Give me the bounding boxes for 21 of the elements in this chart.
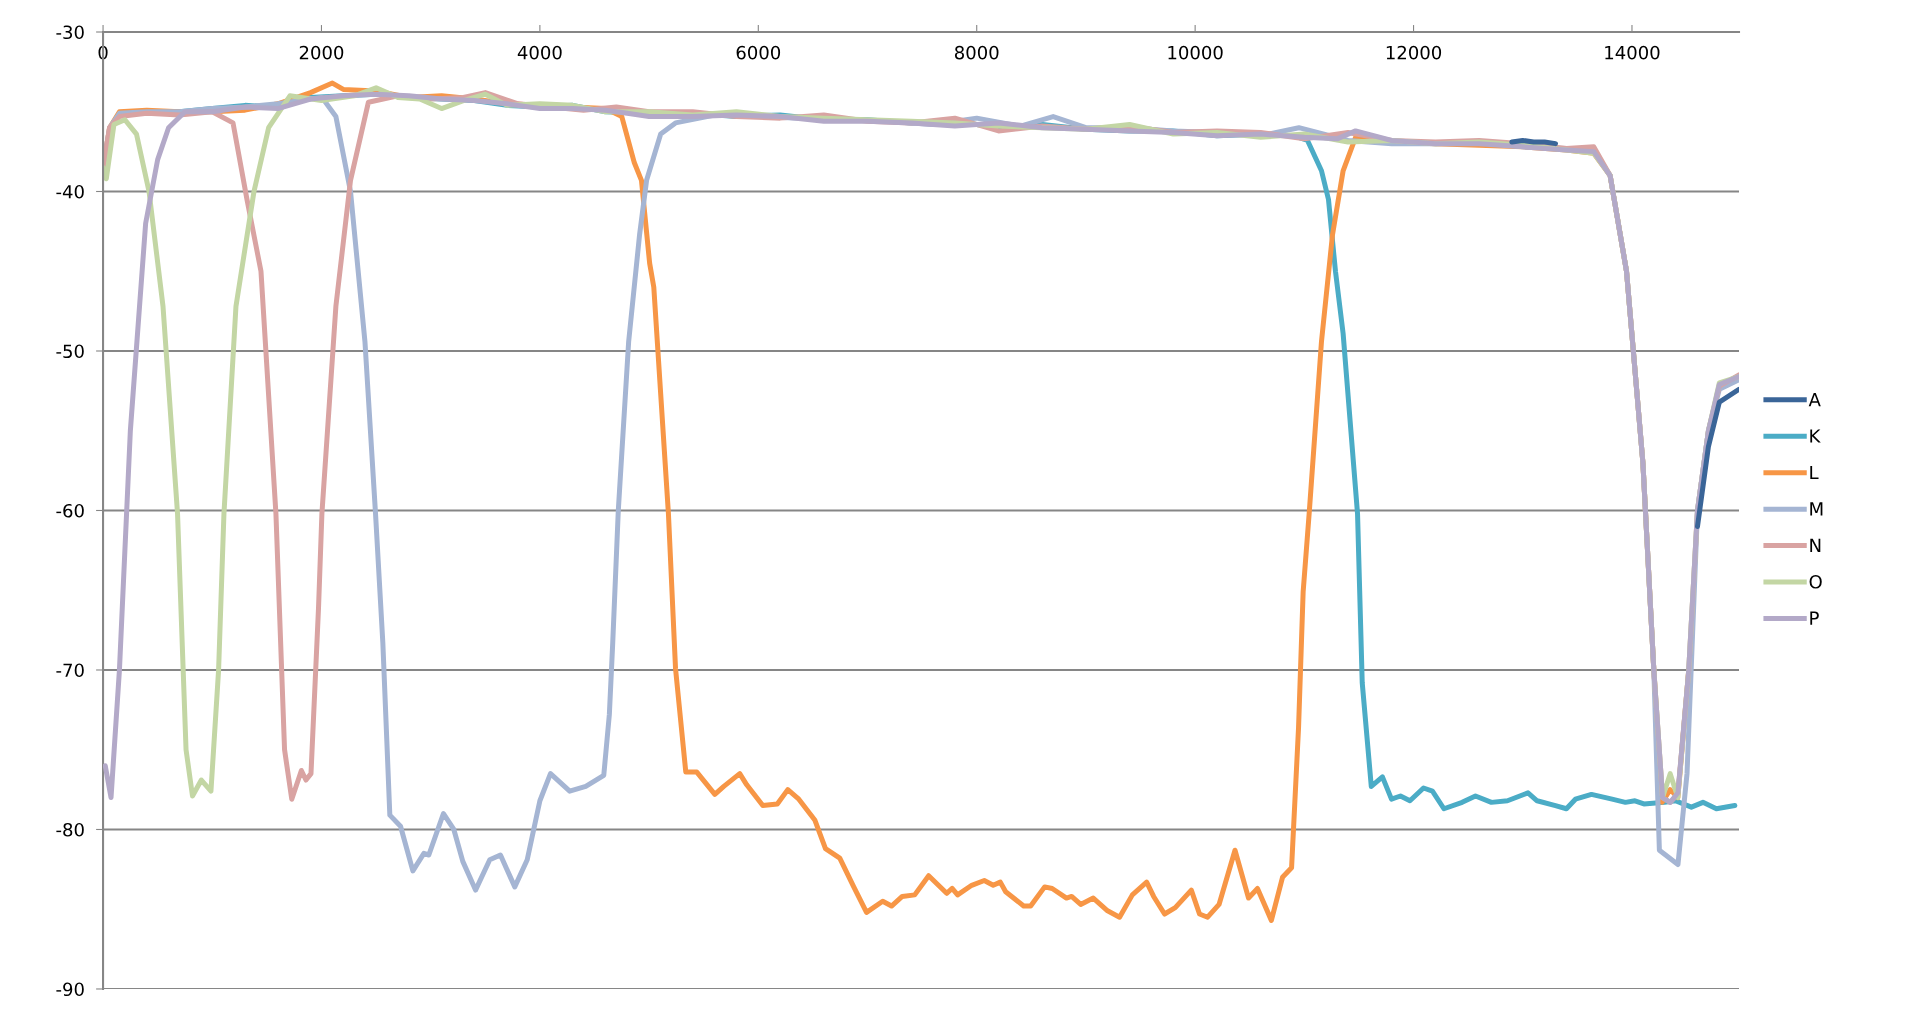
x-tick-label: 12000 <box>1386 45 1442 60</box>
x-tick-label: 8000 <box>954 45 999 60</box>
y-tick-label: -60 <box>56 503 84 518</box>
y-tick-label: -80 <box>56 822 84 837</box>
x-tick-label: 4000 <box>517 45 562 60</box>
y-tick-label: -50 <box>56 344 84 359</box>
legend-label: A <box>1808 393 1821 407</box>
legend-label: L <box>1810 465 1819 480</box>
legend-label: O <box>1809 574 1822 589</box>
legend-label: K <box>1810 429 1821 443</box>
x-tick-label: 6000 <box>736 45 781 60</box>
x-tick-label: 10000 <box>1168 45 1223 60</box>
y-tick-label: -90 <box>56 982 84 997</box>
y-tick-label: -30 <box>56 25 84 40</box>
x-tick-label: 2000 <box>299 45 344 60</box>
legend-label: M <box>1810 502 1823 516</box>
x-tick-label: 14000 <box>1605 45 1660 60</box>
y-tick-label: -70 <box>56 663 84 678</box>
y-tick-label: -40 <box>56 184 84 199</box>
legend-label: P <box>1810 611 1819 625</box>
legend-label: N <box>1810 538 1821 552</box>
